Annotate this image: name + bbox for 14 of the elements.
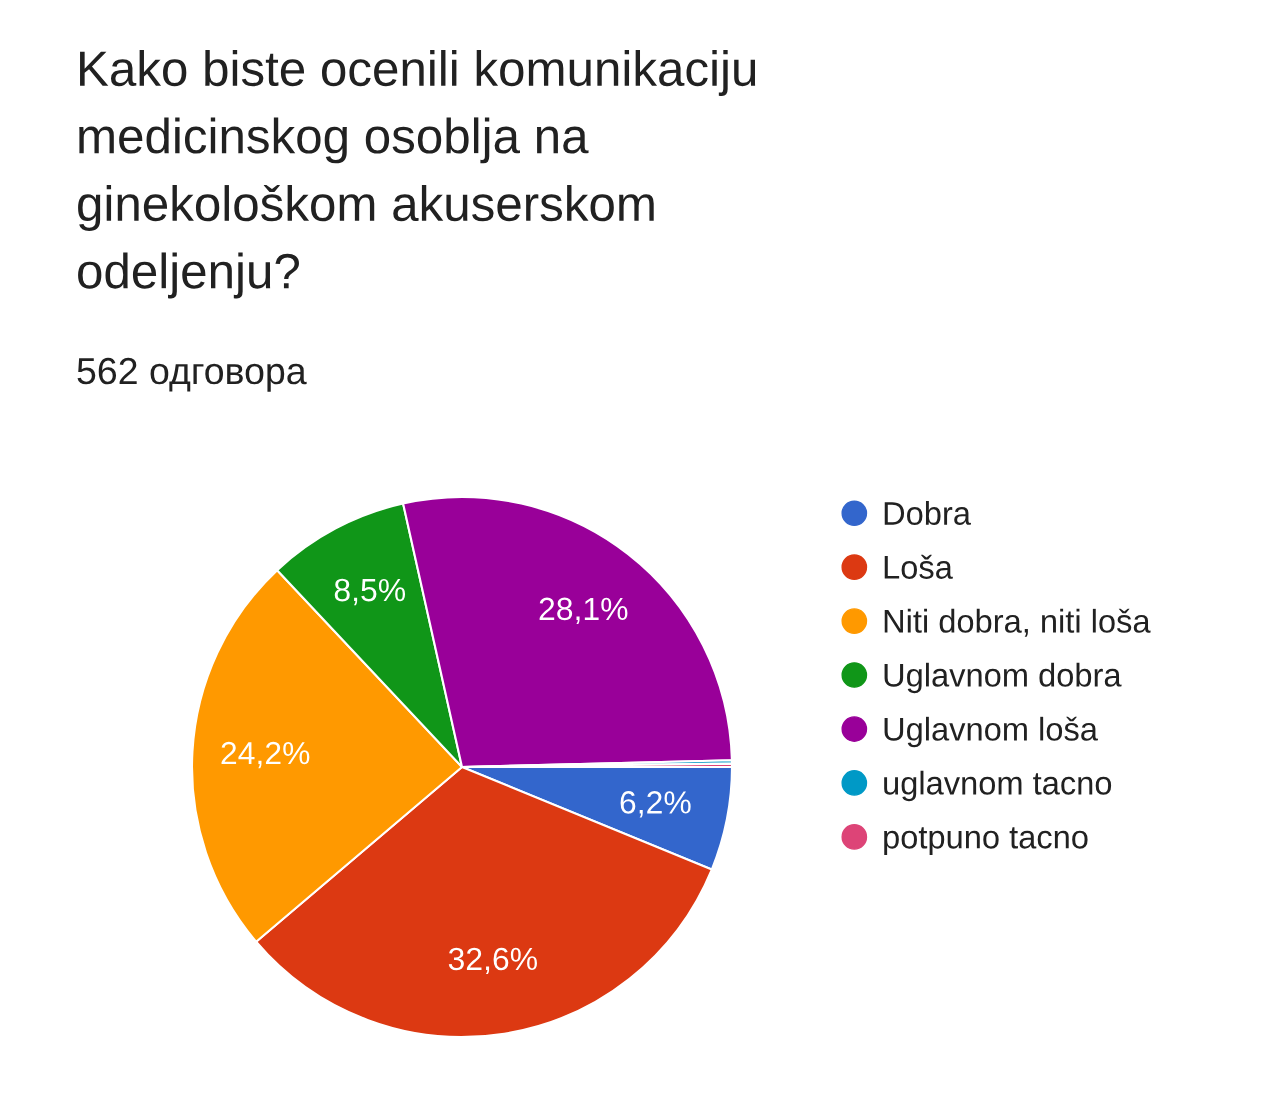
legend-label: Uglavnom loša bbox=[884, 716, 1098, 748]
chart-title: Kako biste ocenili komunikaciju medicinskog osoblja na ginekološkom akuserskom odeljenju? bbox=[78, 50, 756, 299]
data-label: 32,6% bbox=[448, 947, 537, 975]
legend-label: uglavnom tacno bbox=[884, 770, 1112, 802]
legend-label: potpuno tacno bbox=[884, 827, 1088, 856]
data-label: 6,2% bbox=[620, 791, 691, 818]
legend-label: Loša bbox=[884, 554, 953, 579]
data-label: 28,1% bbox=[539, 597, 628, 624]
legend-label: Dobra bbox=[884, 501, 971, 525]
chart-subtitle: 562 одговора bbox=[77, 357, 307, 392]
data-label: 8,5% bbox=[334, 578, 406, 606]
data-label: 24,2% bbox=[221, 741, 310, 769]
legend-label: Uglavnom dobra bbox=[884, 662, 1122, 694]
legend-label: Niti dobra, niti loša bbox=[884, 608, 1151, 637]
